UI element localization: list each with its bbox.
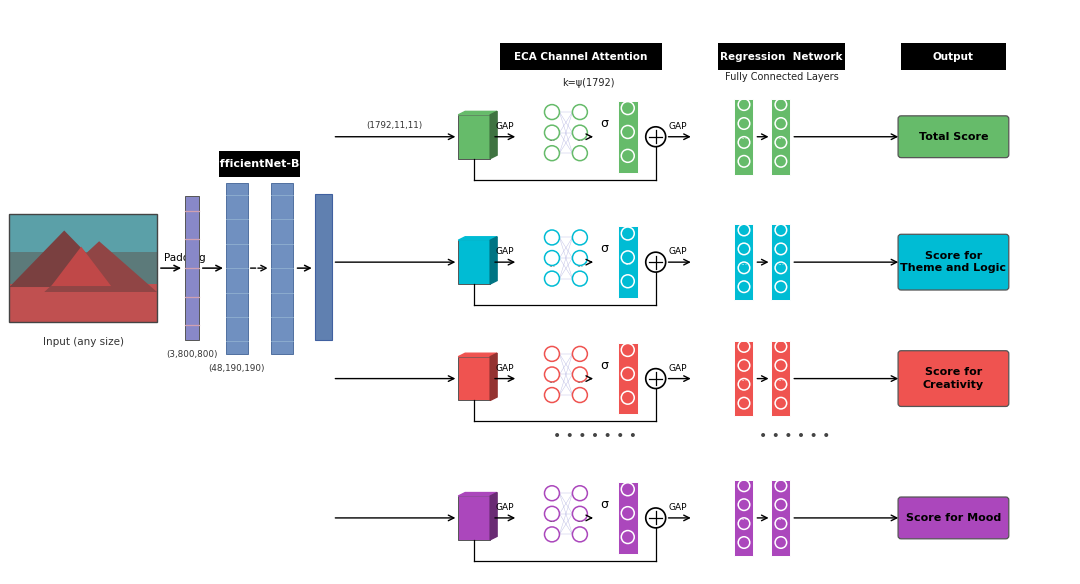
Bar [618,227,638,298]
Polygon shape [458,112,497,115]
Text: ...: ... [778,513,784,523]
Text: ECA Channel Attention: ECA Channel Attention [514,52,648,62]
FancyBboxPatch shape [899,497,1009,539]
Text: ...: ... [577,260,583,269]
Bar [901,43,1005,70]
Text: GAP: GAP [669,364,687,373]
Text: GAP: GAP [669,503,687,512]
Text: GAP: GAP [495,122,514,131]
Polygon shape [10,231,119,287]
Text: Score for Mood: Score for Mood [906,513,1001,523]
Text: Score for
Theme and Logic: Score for Theme and Logic [901,251,1007,273]
Bar [10,252,157,290]
Text: Score for
Creativity: Score for Creativity [923,367,984,390]
Bar [618,482,638,554]
Bar [717,43,846,70]
Text: ...: ... [778,374,784,383]
Polygon shape [458,353,497,357]
Text: Padding: Padding [164,253,205,263]
Text: • • • • • • •: • • • • • • • [553,429,637,443]
FancyBboxPatch shape [899,116,1009,158]
Text: GAP: GAP [495,247,514,256]
Text: ...: ... [549,134,555,143]
Text: EfficientNet-B4: EfficientNet-B4 [212,159,307,169]
Text: ...: ... [778,258,784,267]
Bar [771,341,791,416]
Bar [10,214,157,322]
Bar [458,496,490,540]
FancyBboxPatch shape [899,351,1009,406]
Polygon shape [490,492,497,540]
Bar [771,224,791,300]
Bar [500,43,662,70]
Circle shape [646,127,665,147]
Circle shape [646,369,665,388]
Bar [226,183,247,354]
Text: σ: σ [599,359,608,371]
Bar [271,183,293,354]
Polygon shape [458,237,497,240]
Text: Output: Output [933,52,974,62]
Text: GAP: GAP [669,122,687,131]
Text: ...: ... [549,376,555,385]
Text: ...: ... [778,132,784,141]
Text: ...: ... [549,516,555,524]
FancyBboxPatch shape [899,234,1009,290]
Polygon shape [51,246,111,286]
Text: k=ψ(1792): k=ψ(1792) [562,78,615,88]
Text: ...: ... [624,132,632,141]
Text: GAP: GAP [495,364,514,373]
Text: ...: ... [577,376,583,385]
Bar [618,101,638,172]
Text: Input (any size): Input (any size) [43,337,124,347]
Polygon shape [490,237,497,284]
Text: (1792,11,11): (1792,11,11) [367,121,423,130]
Text: ...: ... [741,513,747,523]
Text: (48,190,190): (48,190,190) [208,364,265,373]
Bar [771,99,791,175]
Text: ...: ... [624,374,632,383]
Text: ...: ... [741,374,747,383]
Text: ...: ... [741,258,747,267]
Text: • • • • • •: • • • • • • [758,429,831,443]
Text: ...: ... [577,134,583,143]
Text: σ: σ [599,242,608,255]
Bar [734,480,754,556]
Bar [219,151,299,176]
Bar [10,214,157,258]
Circle shape [646,252,665,272]
Bar [734,224,754,300]
Polygon shape [458,492,497,496]
Bar [185,196,199,340]
Bar [458,357,490,401]
Bar [771,480,791,556]
Bar [734,99,754,175]
Bar [734,341,754,416]
Text: ...: ... [741,132,747,141]
Text: Total Score: Total Score [919,132,988,142]
Text: σ: σ [599,117,608,130]
Text: (3,800,800): (3,800,800) [166,350,218,359]
Bar [458,240,490,284]
Bar [618,343,638,415]
Text: ...: ... [549,260,555,269]
Text: ...: ... [577,516,583,524]
Polygon shape [490,112,497,159]
Text: GAP: GAP [495,503,514,512]
Text: ...: ... [624,513,632,523]
Text: ...: ... [624,258,632,267]
Circle shape [646,508,665,528]
Bar [10,284,157,322]
Polygon shape [490,353,497,401]
Text: Regression  Network: Regression Network [720,52,842,62]
Text: σ: σ [599,498,608,511]
Text: Fully Connected Layers: Fully Connected Layers [725,72,838,82]
Bar [458,115,490,159]
Bar [314,194,332,340]
Polygon shape [44,241,157,292]
Text: GAP: GAP [669,247,687,256]
